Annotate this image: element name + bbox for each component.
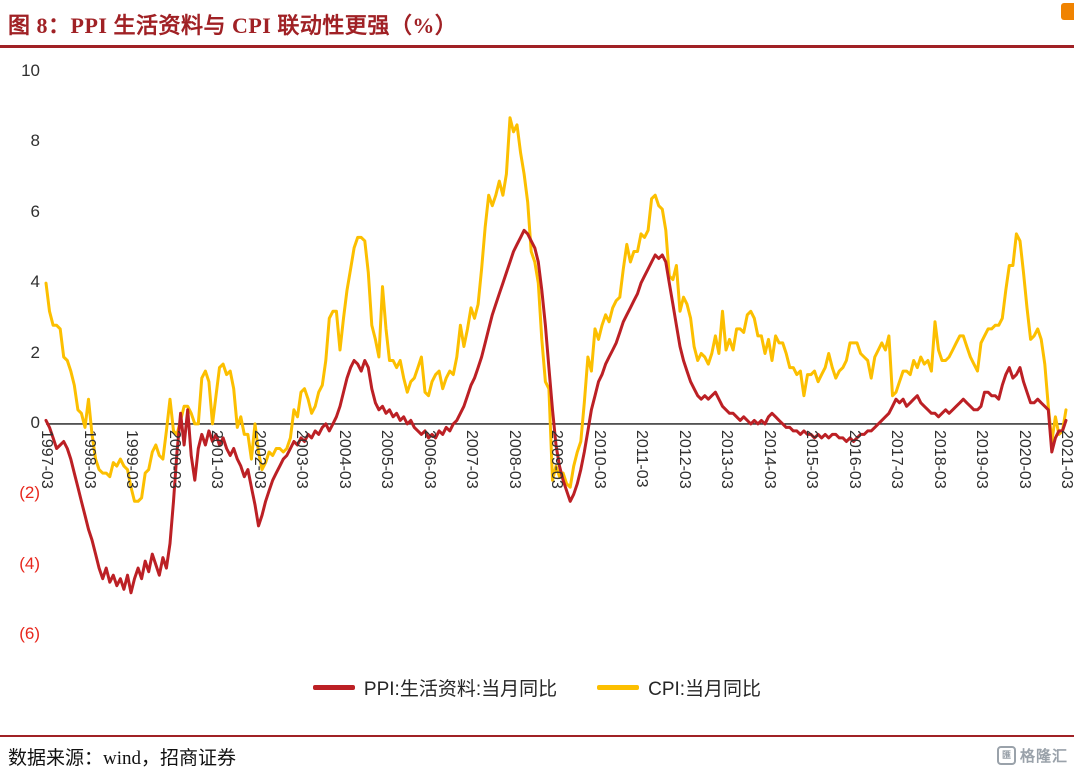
- y-tick-label: 2: [30, 342, 40, 362]
- y-tick-label: (2): [19, 483, 40, 503]
- ppi-series-line: [44, 228, 1068, 595]
- y-tick-label: 8: [30, 131, 40, 151]
- chart-title: 图 8：PPI 生活资料与 CPI 联动性更强（%）: [8, 13, 458, 38]
- data-source-text: 数据来源：wind，招商证券: [8, 748, 237, 769]
- cpi-series-line: [44, 116, 1068, 503]
- y-tick-label: (4): [19, 553, 40, 573]
- footer-rule: [0, 735, 1074, 737]
- title-rule: [0, 45, 1074, 48]
- gelonghui-logo-icon: 匯: [996, 746, 1016, 765]
- y-tick-label: 10: [21, 61, 40, 80]
- y-tick-label: (6): [19, 624, 40, 643]
- gelonghui-logo: 匯 格隆汇: [996, 745, 1068, 766]
- legend-item-ppi: PPI:生活资料:当月同比: [312, 674, 558, 701]
- ppi-line-swatch: [312, 685, 355, 690]
- y-tick-label: 4: [30, 272, 40, 292]
- legend-label-ppi: PPI:生活资料:当月同比: [363, 679, 558, 700]
- legend-item-cpi: CPI:当月同比: [597, 674, 761, 701]
- line-chart-canvas: [44, 116, 1068, 595]
- y-tick-label: 6: [30, 201, 40, 221]
- gelonghui-logo-text: 格隆汇: [1019, 748, 1068, 765]
- y-tick-label: 0: [30, 412, 40, 432]
- legend-label-cpi: CPI:当月同比: [648, 679, 762, 700]
- chart-legend: PPI:生活资料:当月同比 CPI:当月同比: [0, 674, 1074, 701]
- corner-logo-fragment: [1061, 3, 1074, 20]
- cpi-line-swatch: [597, 685, 640, 690]
